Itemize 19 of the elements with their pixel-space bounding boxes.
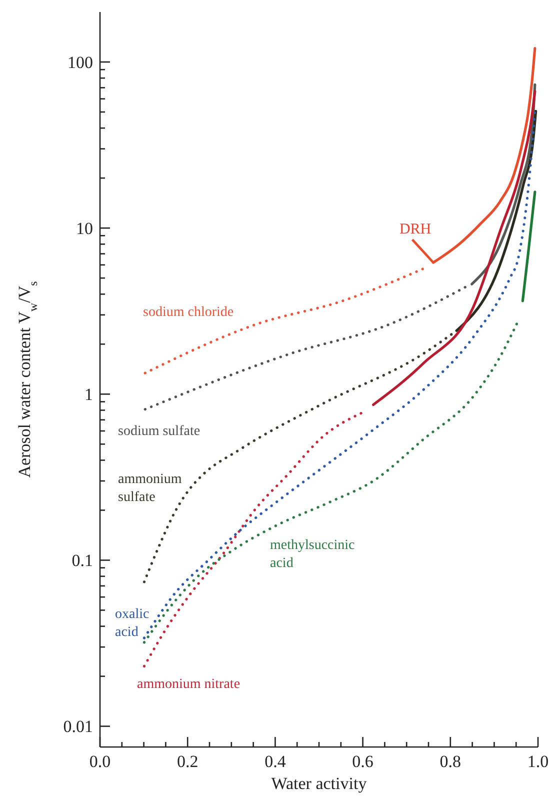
series-label: sodium sulfate bbox=[118, 424, 200, 439]
x-tick-label: 0.2 bbox=[176, 752, 198, 771]
series-label: oxalic acid bbox=[115, 607, 150, 640]
y-tick-label: 0.1 bbox=[72, 551, 93, 570]
series-label: methylsuccinic acid bbox=[270, 538, 355, 571]
x-tick-label: 0.8 bbox=[440, 752, 462, 771]
series-label: sodium chloride bbox=[143, 305, 234, 320]
x-axis-title: Water activity bbox=[271, 774, 368, 793]
annotation: DRH bbox=[399, 222, 432, 238]
y-tick-label: 10 bbox=[76, 219, 93, 238]
y-tick-label: 0.01 bbox=[63, 717, 93, 736]
series-label: ammonium nitrate bbox=[137, 677, 240, 692]
x-tick-label: 0.6 bbox=[352, 752, 374, 771]
y-tick-label: 100 bbox=[68, 52, 93, 72]
x-tick-label: 1.0 bbox=[527, 752, 549, 771]
x-tick-label: 0.0 bbox=[89, 752, 111, 771]
series-label: ammonium sulfate bbox=[118, 472, 182, 505]
x-tick-label: 0.4 bbox=[264, 752, 286, 771]
y-tick-label: 1 bbox=[84, 385, 93, 404]
